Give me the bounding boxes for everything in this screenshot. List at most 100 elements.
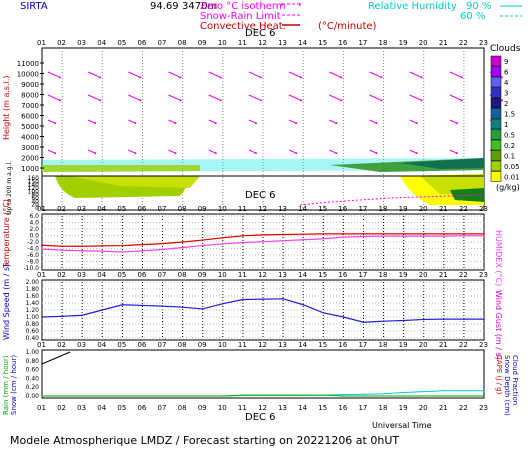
data-point [483, 395, 485, 397]
wind-ticks: 2.001.801.601.401.201.000.800.600.40 [26, 279, 40, 342]
hour-tick-label: 18 [379, 271, 388, 279]
data-point [302, 394, 304, 396]
wind-arrow-head [340, 76, 343, 79]
wind-arrow-head [455, 152, 458, 155]
wind-arrow [329, 94, 342, 101]
data-point [422, 235, 425, 237]
height-panel: 1100010000900080007000600050004000300020… [2, 47, 503, 215]
wind-arrow-head [59, 76, 61, 79]
clouds-legend-label: 6 [504, 69, 509, 77]
cloud-layer-upper [42, 158, 484, 172]
clouds-legend-label: 1 [504, 121, 508, 129]
wind-arrow-head [134, 122, 137, 125]
hour-tick-label: 03 [77, 271, 86, 279]
wind-arrow-head [455, 122, 458, 125]
hour-tick-label: 09 [198, 341, 207, 349]
clouds-legend-swatch [490, 160, 502, 172]
hour-tick-label: 13 [278, 404, 287, 412]
wind-arrow-head [460, 76, 463, 79]
wind-arrow [248, 119, 257, 124]
clouds-legend-swatch [490, 97, 502, 109]
wind-arrow-head [99, 99, 102, 102]
y-tick-label: 0.80 [26, 358, 40, 365]
hour-tick-label: 10 [218, 205, 227, 213]
hour-tick-label: 17 [358, 205, 367, 213]
legend-convective-label: Convective Heat. [200, 21, 286, 32]
data-point [382, 320, 385, 323]
rh-value-60: 60 % [460, 11, 485, 22]
hour-tick-label: 13 [278, 205, 287, 213]
wind-arrow [248, 94, 262, 101]
height-tick-label: 2000 [21, 155, 39, 163]
hour-tick-label: 23 [479, 341, 488, 349]
y-tick-label: -10.0 [23, 265, 39, 272]
y-tick-label: 0.20 [26, 384, 40, 391]
wind-arrow-head [415, 152, 418, 155]
hour-tick-label: 20 [419, 271, 428, 279]
y-tick-label: -8.0 [27, 259, 39, 266]
y-tick-label: 0.0 [29, 233, 39, 240]
wind-arrow-head [179, 76, 182, 79]
data-point [121, 303, 124, 306]
clouds-legend-boxes: 9 6 4 3 2 1.5 1 0.5 0.2 0.1 0.05 0.01 [490, 55, 520, 182]
hour-tick-label: 04 [97, 404, 106, 412]
clouds-legend-label: 0.05 [504, 163, 520, 171]
wind-arrow-head [420, 76, 423, 79]
wind-arrow-head [380, 76, 383, 79]
wind-arrow-head [94, 122, 97, 125]
wind-arrow [87, 149, 96, 154]
wind-arrow [248, 149, 257, 154]
data-point [262, 240, 264, 243]
rh-value-90: 90 % [466, 1, 491, 12]
data-point [121, 251, 124, 253]
clouds-legend-title: Clouds [490, 44, 521, 54]
data-point [322, 233, 325, 235]
precip-panel: 1.00 0.80 0.600.40 0.20 0.00 Rain (mm / hour… [2, 349, 519, 416]
clouds-legend-swatch [490, 129, 502, 140]
hour-tick-label: 23 [479, 271, 488, 279]
height-tick-label-low: 0 [35, 205, 39, 212]
hour-tick-label: 13 [278, 271, 287, 279]
wind-arrow-head [214, 152, 217, 155]
y-tick-label: 1.20 [26, 307, 40, 314]
wind-arrow [369, 119, 377, 124]
data-point [242, 298, 244, 301]
height-tick-label-low: 140 [28, 182, 40, 189]
wind-arrow [168, 149, 176, 154]
height-tick-label-low: 60 [31, 195, 39, 202]
temperature-ticks: 6.04.02.00.0-2.0-4.0-6.0-8.0-10.0 [23, 213, 39, 272]
hour-tick-label: 20 [419, 39, 428, 47]
data-point [443, 235, 445, 237]
hour-tick-label: 09 [198, 404, 207, 412]
hour-tick-label: 15 [318, 341, 327, 349]
data-point [302, 233, 304, 235]
hour-tick-label: 14 [298, 341, 307, 349]
data-point [362, 393, 365, 395]
hour-tick-label: 23 [479, 404, 488, 412]
y-tick-label: -4.0 [27, 246, 39, 253]
hour-tick-label: 08 [178, 404, 187, 412]
clouds-legend-swatch [490, 87, 502, 98]
wind-arrow-head [375, 152, 378, 155]
clouds-legend-unit: (g/kg) [496, 183, 520, 192]
hour-tick-label: 08 [178, 205, 187, 213]
wind-arrow [47, 71, 61, 78]
hour-tick-label: 08 [178, 341, 187, 349]
height-tick-label: 8000 [21, 92, 39, 100]
data-point [362, 235, 365, 238]
height-tick-label-low: 120 [28, 185, 40, 192]
wind-arrow-head [420, 99, 423, 102]
hour-tick-label: 10 [218, 341, 227, 349]
wind-arrow-head [259, 76, 262, 79]
hour-tick-label: 16 [338, 205, 347, 213]
y-tick-label: 0.80 [26, 321, 40, 328]
hour-tick-label: 12 [258, 271, 267, 279]
wind-arrow-head [254, 152, 257, 155]
wind-arrow [369, 71, 382, 78]
data-point [81, 245, 83, 248]
data-point [403, 391, 405, 394]
hour-tick-label: 21 [439, 271, 448, 279]
hour-tick-label: 14 [298, 39, 307, 47]
hour-tick-label: 20 [419, 404, 428, 412]
